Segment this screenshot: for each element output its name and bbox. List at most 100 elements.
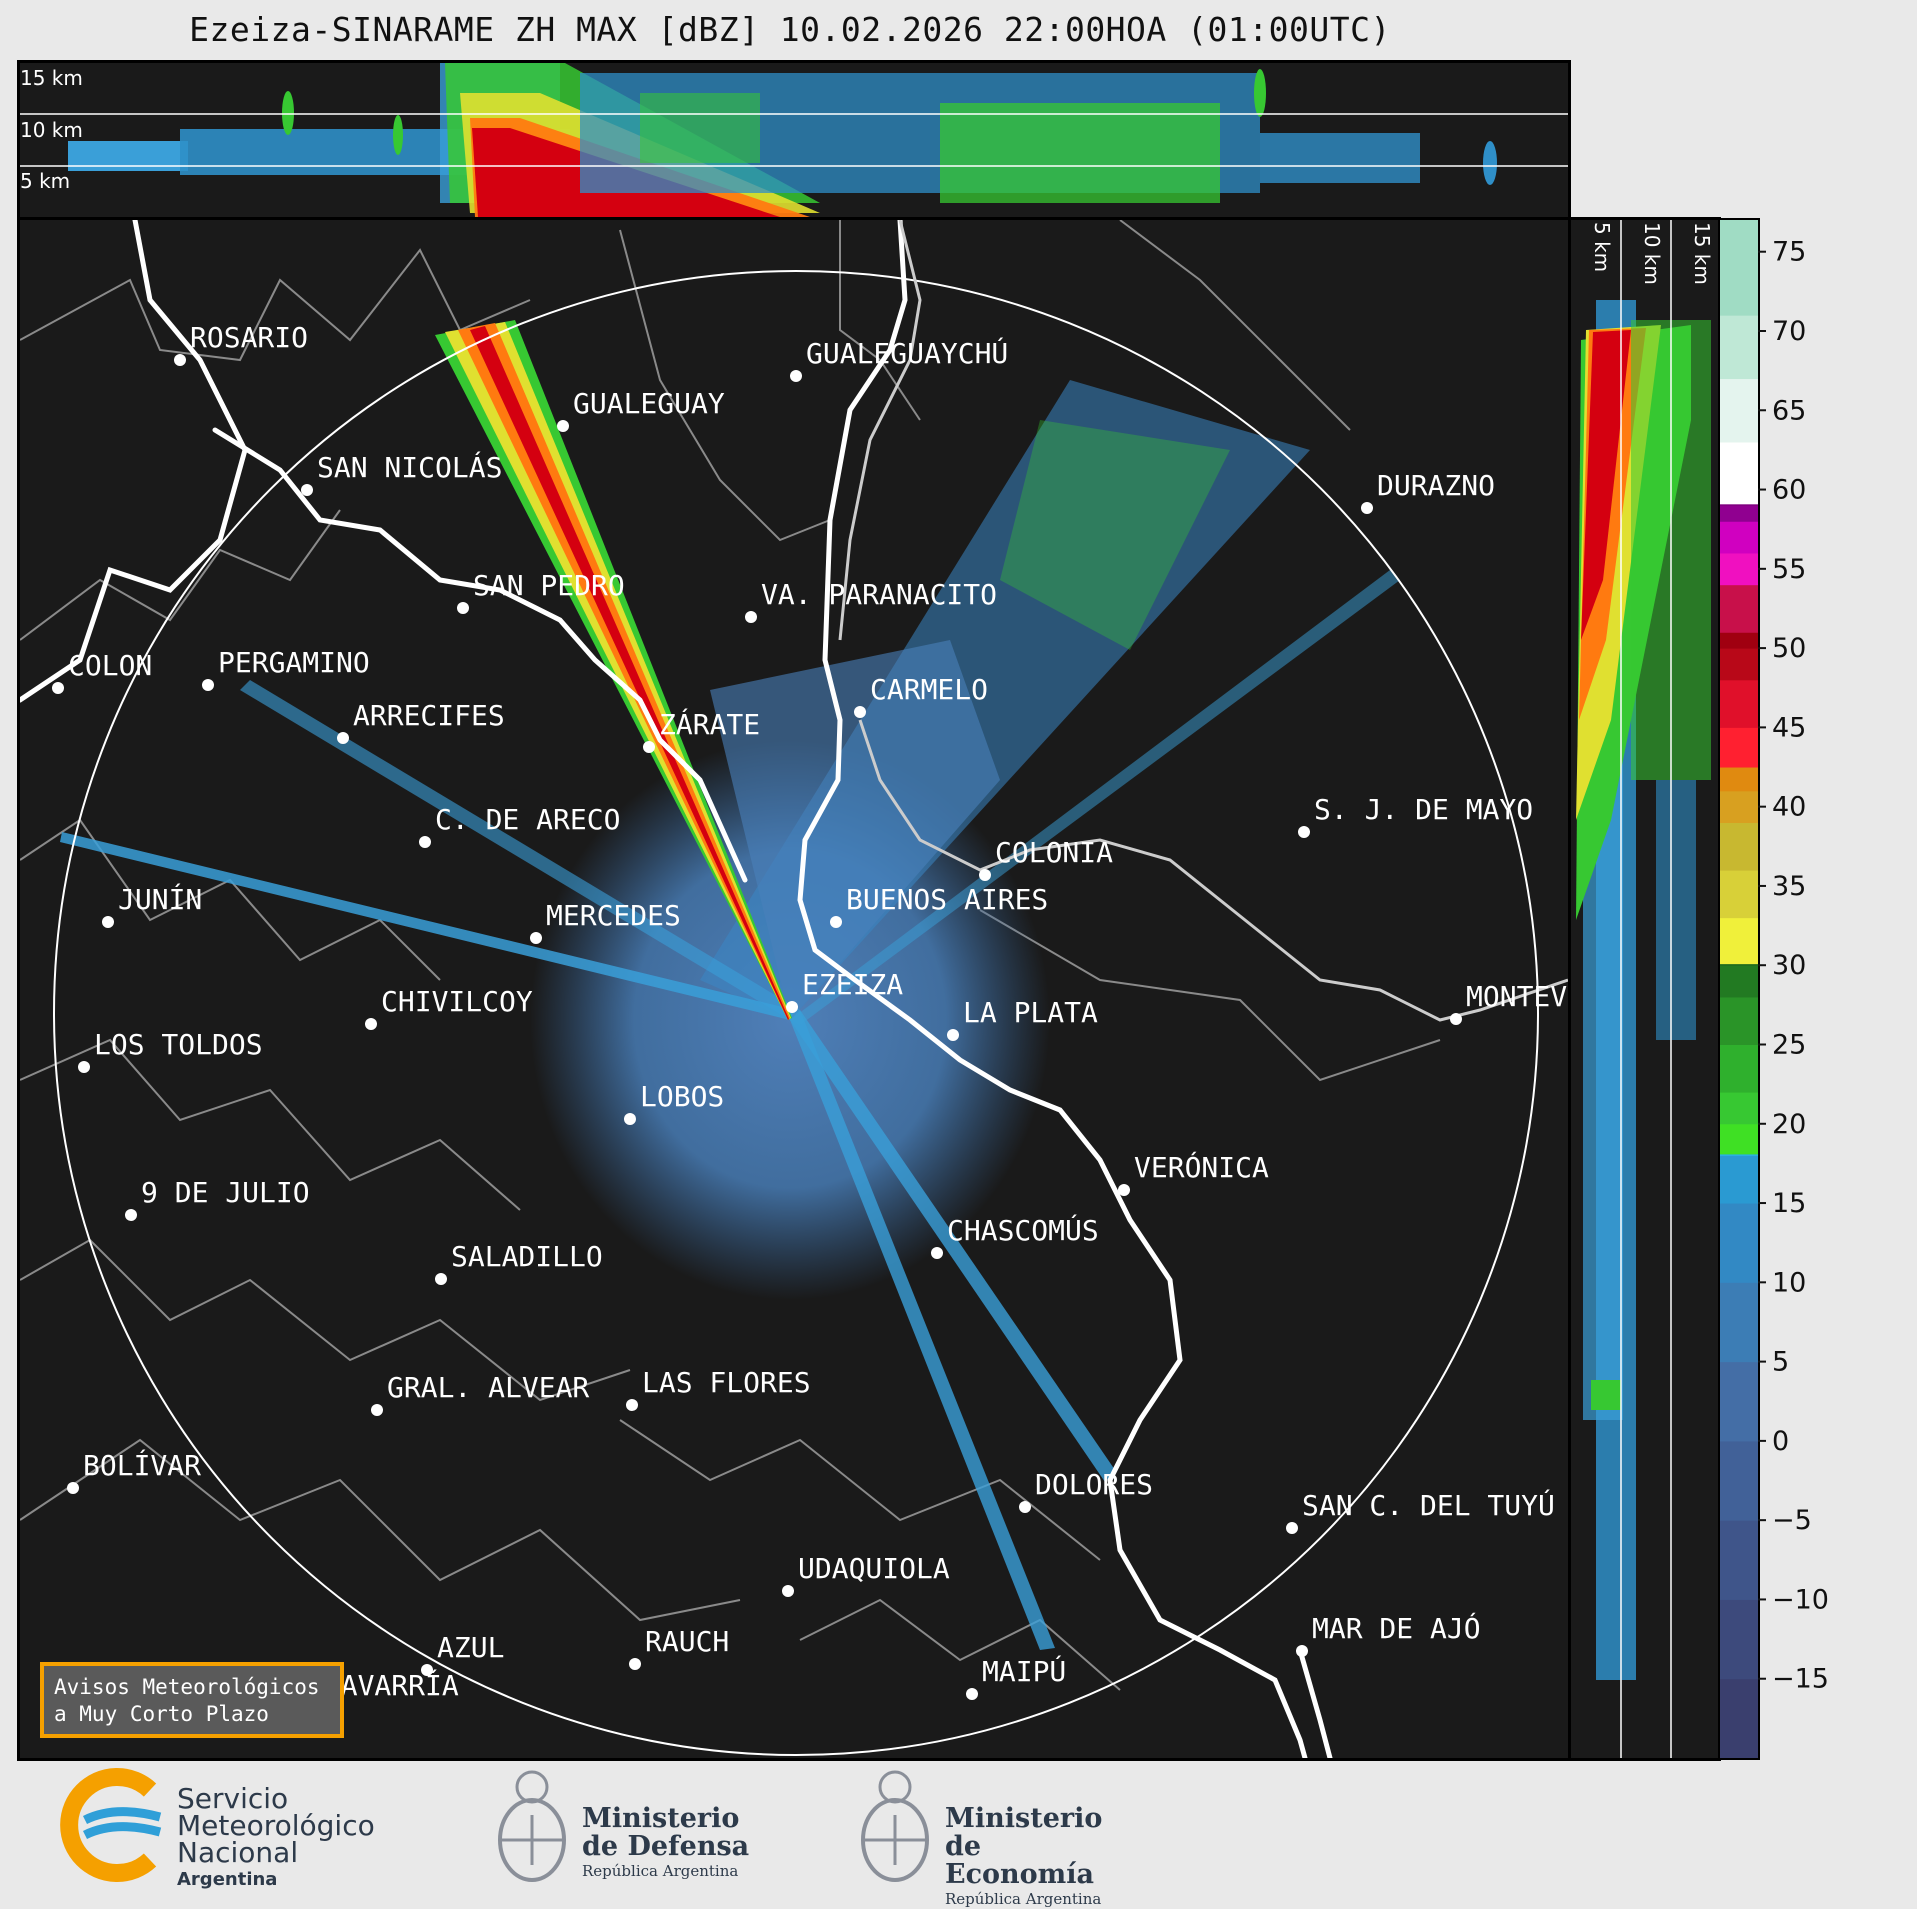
city-c-de-areco: C. DE ARECO — [419, 803, 620, 848]
city-los-toldos: LOS TOLDOS — [78, 1028, 263, 1073]
top-altitude-lines — [20, 113, 1568, 167]
city-saladillo: SALADILLO — [435, 1240, 603, 1285]
colorbar-segment — [1720, 727, 1758, 768]
svg-text:9 DE JULIO: 9 DE JULIO — [141, 1176, 310, 1209]
city-las-flores: LAS FLORES — [626, 1366, 811, 1411]
svg-text:S. J. DE MAYO: S. J. DE MAYO — [1314, 793, 1533, 826]
vertical-profile-top: 15 km 10 km 5 km — [17, 60, 1571, 220]
svg-text:CHASCOMÚS: CHASCOMÚS — [947, 1213, 1099, 1247]
city-udaquiola: UDAQUIOLA — [782, 1552, 950, 1597]
svg-text:UDAQUIOLA: UDAQUIOLA — [798, 1552, 950, 1585]
city-junin: JUNÍN — [102, 882, 202, 928]
colorbar-segment — [1720, 648, 1758, 681]
radar-map: ROSARIO GUALEGUAYCHÚ GUALEGUAY SAN NICOL… — [17, 217, 1571, 1761]
svg-text:AZUL: AZUL — [437, 1631, 504, 1664]
city-chascomus: CHASCOMÚS — [931, 1213, 1099, 1259]
smn-line-1: Servicio — [177, 1782, 289, 1815]
economia-line-3: República Argentina — [945, 1890, 1102, 1908]
colorbar-tick-label: 0 — [1772, 1426, 1789, 1457]
city-veronica: VERÓNICA — [1118, 1150, 1269, 1196]
notice-line-2: a Muy Corto Plazo — [54, 1702, 269, 1726]
svg-text:SAN PEDRO: SAN PEDRO — [473, 569, 625, 602]
svg-text:MAR DE AJÓ: MAR DE AJÓ — [1312, 1611, 1481, 1645]
smn-line-3: Nacional — [177, 1836, 299, 1869]
ministerio-economia-logo: Ministerio de Economía República Argenti… — [855, 1765, 1135, 1908]
vertical-profile-side: 5 km 10 km 15 km — [1568, 217, 1721, 1761]
svg-text:MERCEDES: MERCEDES — [546, 899, 681, 932]
rio-de-la-plata-coast — [838, 220, 1568, 1022]
svg-text:VERÓNICA: VERÓNICA — [1134, 1150, 1269, 1184]
city-arrecifes: ARRECIFES — [337, 699, 505, 744]
colorbar-segment — [1720, 1361, 1758, 1442]
economia-line-2: de Economía — [945, 1831, 1094, 1890]
colorbar-tick-label: −10 — [1772, 1584, 1829, 1615]
colorbar-segment — [1720, 1044, 1758, 1093]
smn-logo: Servicio Meteorológico Nacional Argentin… — [55, 1765, 395, 1895]
colorbar-segment — [1720, 521, 1758, 554]
colorbar-tick-label: 5 — [1772, 1347, 1789, 1378]
colorbar-segment — [1720, 870, 1758, 919]
colorbar-tick-label: 55 — [1772, 554, 1806, 585]
colorbar-segment — [1720, 1123, 1758, 1155]
colorbar-tick-label: 35 — [1772, 871, 1806, 902]
city-va-paranacito: VA. PARANACITO — [745, 578, 997, 623]
chart-title: Ezeiza-SINARAME ZH MAX [dBZ] 10.02.2026 … — [189, 10, 1391, 49]
city-mercedes: MERCEDES — [530, 899, 681, 944]
side-altitude-label-5km: 5 km — [1590, 222, 1614, 272]
svg-text:CARMELO: CARMELO — [870, 673, 988, 706]
city-durazno: DURAZNO — [1361, 469, 1495, 514]
colorbar-tick-label: 25 — [1772, 1029, 1806, 1060]
svg-text:BOLÍVAR: BOLÍVAR — [83, 1448, 201, 1482]
ministerio-defensa-logo: Ministerio de Defensa República Argentin… — [492, 1765, 762, 1895]
colorbar-tick-label: 15 — [1772, 1188, 1806, 1219]
colorbar-segment — [1720, 632, 1758, 649]
city-san-nicolas: SAN NICOLÁS — [301, 450, 502, 496]
svg-text:RAUCH: RAUCH — [645, 1625, 729, 1658]
colorbar-segment — [1720, 1282, 1758, 1363]
city-gualeguay: GUALEGUAY — [557, 387, 725, 432]
colorbar-tick-label: 60 — [1772, 475, 1806, 506]
svg-text:JUNÍN: JUNÍN — [118, 882, 202, 916]
svg-text:SAN NICOLÁS: SAN NICOLÁS — [317, 450, 502, 484]
side-profile-echoes — [1576, 300, 1711, 1680]
svg-text:GUALEGUAYCHÚ: GUALEGUAYCHÚ — [806, 336, 1008, 370]
city-carmelo: CARMELO — [854, 673, 988, 718]
svg-text:MONTEVIDEO: MONTEVIDEO — [1466, 980, 1568, 1013]
reflectivity-colorbar — [1718, 218, 1760, 1760]
colorbar-segment — [1720, 1678, 1758, 1758]
colorbar-segment — [1720, 505, 1758, 522]
colorbar-segment — [1720, 790, 1758, 824]
city-chivilcoy: CHIVILCOY — [365, 985, 533, 1030]
city-dolores: DOLORES — [1019, 1468, 1153, 1513]
colorbar-tick-label: 75 — [1772, 237, 1806, 268]
colorbar-segment — [1720, 378, 1758, 443]
colorbar-segment — [1720, 1155, 1758, 1204]
defensa-line-3: República Argentina — [582, 1862, 739, 1880]
radar-echoes — [60, 320, 1400, 1650]
smn-line-4: Argentina — [177, 1869, 278, 1890]
city-san-pedro: SAN PEDRO — [457, 569, 625, 614]
national-shield-icon — [498, 1770, 566, 1882]
side-altitude-lines — [1620, 220, 1672, 1758]
city-gral-alvear: GRAL. ALVEAR — [371, 1371, 589, 1416]
colorbar-segment — [1720, 1520, 1758, 1600]
defensa-line-1: Ministerio — [582, 1803, 740, 1834]
colorbar-segment — [1720, 1092, 1758, 1125]
city-azul: AZUL — [421, 1631, 504, 1676]
colorbar-segment — [1720, 584, 1758, 633]
city-la-plata: LA PLATA — [947, 996, 1098, 1041]
colorbar-segment — [1720, 822, 1758, 871]
economia-line-1: Ministerio — [945, 1803, 1103, 1834]
svg-text:VA. PARANACITO: VA. PARANACITO — [761, 578, 997, 611]
svg-text:SALADILLO: SALADILLO — [451, 1240, 603, 1273]
colorbar-tick-label: 70 — [1772, 316, 1806, 347]
notice-line-1: Avisos Meteorológicos — [54, 1675, 320, 1699]
city-gualeguaychu: GUALEGUAYCHÚ — [790, 336, 1008, 382]
warnings-notice-box[interactable]: Avisos Meteorológicos a Muy Corto Plazo — [40, 1662, 344, 1738]
altitude-label-10km: 10 km — [20, 118, 83, 142]
colorbar-segment — [1720, 1599, 1758, 1680]
colorbar-tick-label: 30 — [1772, 950, 1806, 981]
altitude-label-5km: 5 km — [20, 169, 70, 193]
colorbar-tick-label: 45 — [1772, 712, 1806, 743]
city-pergamino: PERGAMINO — [202, 646, 370, 691]
